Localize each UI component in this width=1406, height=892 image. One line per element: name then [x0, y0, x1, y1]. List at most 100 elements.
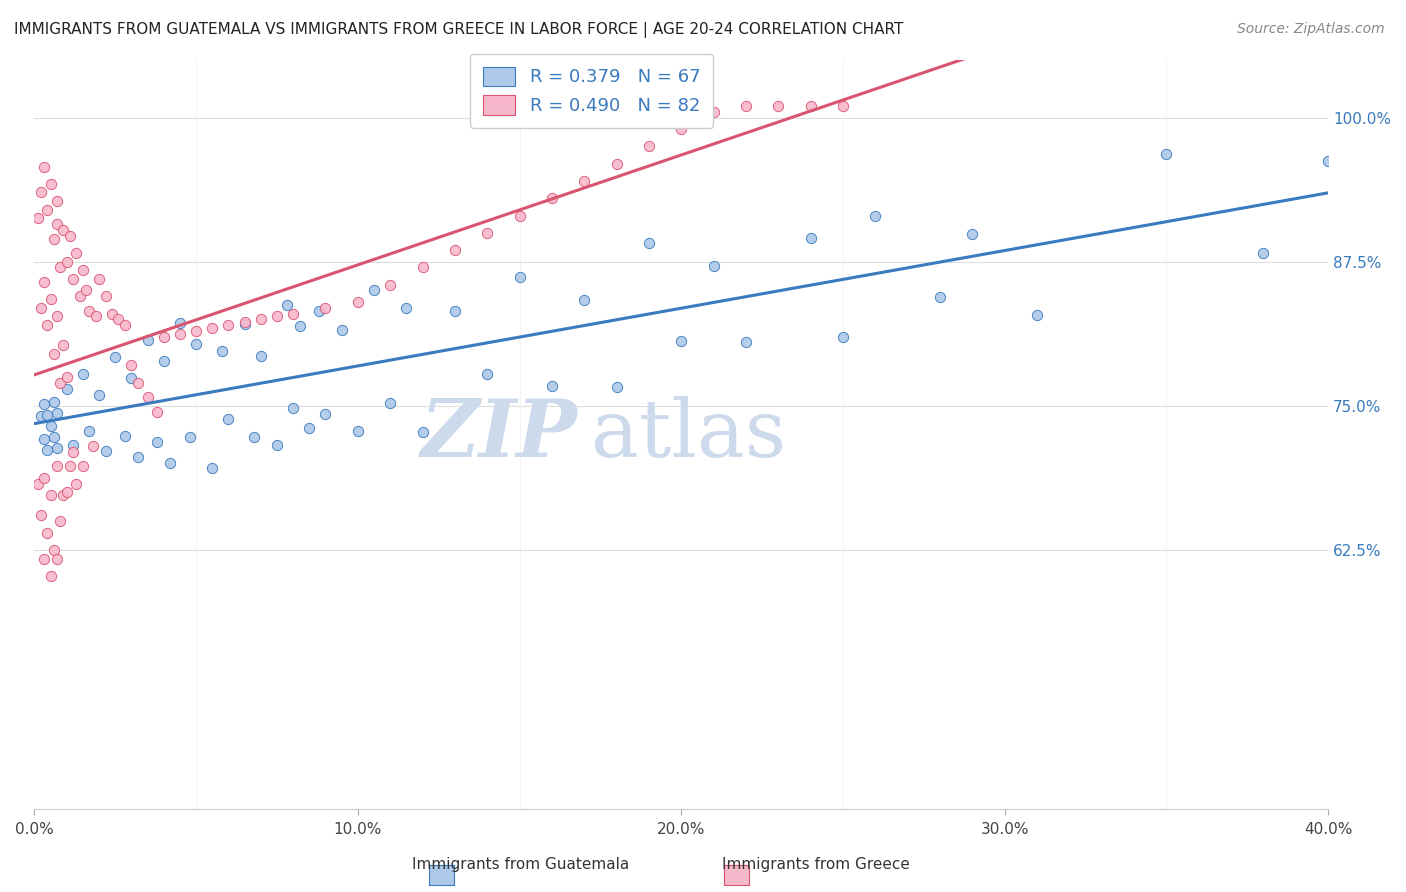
Point — [72, 459, 94, 474]
Point — [120, 370, 142, 384]
Point — [308, 304, 330, 318]
Point — [233, 315, 256, 329]
Point — [184, 324, 207, 338]
Point — [79, 303, 101, 318]
Point — [69, 289, 91, 303]
Point — [55, 370, 77, 384]
Point — [37, 318, 59, 332]
Point — [32, 551, 55, 566]
Point — [30, 186, 52, 200]
Point — [46, 310, 69, 324]
Point — [509, 209, 531, 223]
Point — [49, 260, 72, 275]
Point — [101, 306, 124, 320]
Point — [281, 401, 304, 415]
Point — [39, 569, 62, 583]
Point — [363, 283, 385, 297]
Point — [46, 459, 69, 474]
Point — [412, 260, 434, 275]
Point — [378, 395, 401, 409]
Point — [217, 318, 239, 332]
Point — [1317, 154, 1340, 169]
Point — [42, 231, 65, 245]
Point — [276, 298, 298, 312]
Point — [606, 156, 628, 170]
Point — [211, 343, 233, 358]
Point — [395, 301, 418, 315]
Point — [39, 419, 62, 434]
Point — [136, 333, 159, 347]
Point — [72, 368, 94, 382]
Point — [32, 471, 55, 485]
Point — [55, 382, 77, 396]
Point — [55, 485, 77, 500]
Point — [800, 99, 823, 113]
Point — [39, 292, 62, 306]
Point — [42, 347, 65, 361]
Point — [184, 336, 207, 351]
Point — [49, 376, 72, 390]
Point — [30, 301, 52, 315]
Text: Source: ZipAtlas.com: Source: ZipAtlas.com — [1237, 22, 1385, 37]
Point — [179, 430, 201, 444]
Point — [832, 329, 855, 343]
Point — [638, 235, 661, 250]
Point — [37, 442, 59, 457]
Point — [127, 450, 149, 465]
Point — [249, 312, 271, 326]
Point — [574, 174, 596, 188]
Point — [62, 445, 84, 459]
Point — [169, 316, 191, 330]
Point — [46, 194, 69, 208]
Point — [288, 318, 311, 333]
Point — [735, 99, 758, 113]
Point — [509, 269, 531, 284]
Point — [82, 439, 104, 453]
Point — [962, 227, 984, 241]
Point — [84, 310, 107, 324]
Point — [146, 435, 169, 450]
Point — [52, 338, 75, 352]
Point — [136, 390, 159, 404]
Point — [541, 379, 564, 393]
Point — [346, 424, 368, 438]
Point — [703, 104, 725, 119]
Point — [146, 404, 169, 418]
Point — [217, 411, 239, 425]
Point — [266, 310, 288, 324]
Point — [541, 191, 564, 205]
Text: atlas: atlas — [591, 396, 786, 474]
Point — [444, 243, 467, 257]
Point — [768, 99, 790, 113]
Point — [865, 209, 887, 223]
Point — [32, 397, 55, 411]
Point — [346, 295, 368, 310]
Point — [638, 139, 661, 153]
Point — [42, 430, 65, 444]
Point — [1253, 246, 1275, 260]
Legend: R = 0.379   N = 67, R = 0.490   N = 82: R = 0.379 N = 67, R = 0.490 N = 82 — [471, 54, 713, 128]
Point — [62, 272, 84, 286]
Point — [30, 409, 52, 424]
Point — [114, 318, 136, 332]
Point — [65, 476, 87, 491]
Point — [233, 317, 256, 331]
Point — [201, 321, 224, 335]
Point — [49, 514, 72, 528]
Point — [94, 444, 117, 458]
Point — [37, 525, 59, 540]
Point — [1026, 308, 1049, 322]
Text: Immigrants from Guatemala: Immigrants from Guatemala — [412, 857, 628, 872]
Point — [55, 254, 77, 268]
Point — [444, 303, 467, 318]
Point — [107, 312, 129, 326]
Point — [800, 231, 823, 245]
Point — [735, 334, 758, 349]
Point — [79, 424, 101, 438]
Point — [574, 293, 596, 307]
Text: IMMIGRANTS FROM GUATEMALA VS IMMIGRANTS FROM GREECE IN LABOR FORCE | AGE 20-24 C: IMMIGRANTS FROM GUATEMALA VS IMMIGRANTS … — [14, 22, 904, 38]
Point — [671, 334, 693, 349]
Point — [46, 406, 69, 420]
Point — [671, 122, 693, 136]
Point — [1156, 147, 1178, 161]
